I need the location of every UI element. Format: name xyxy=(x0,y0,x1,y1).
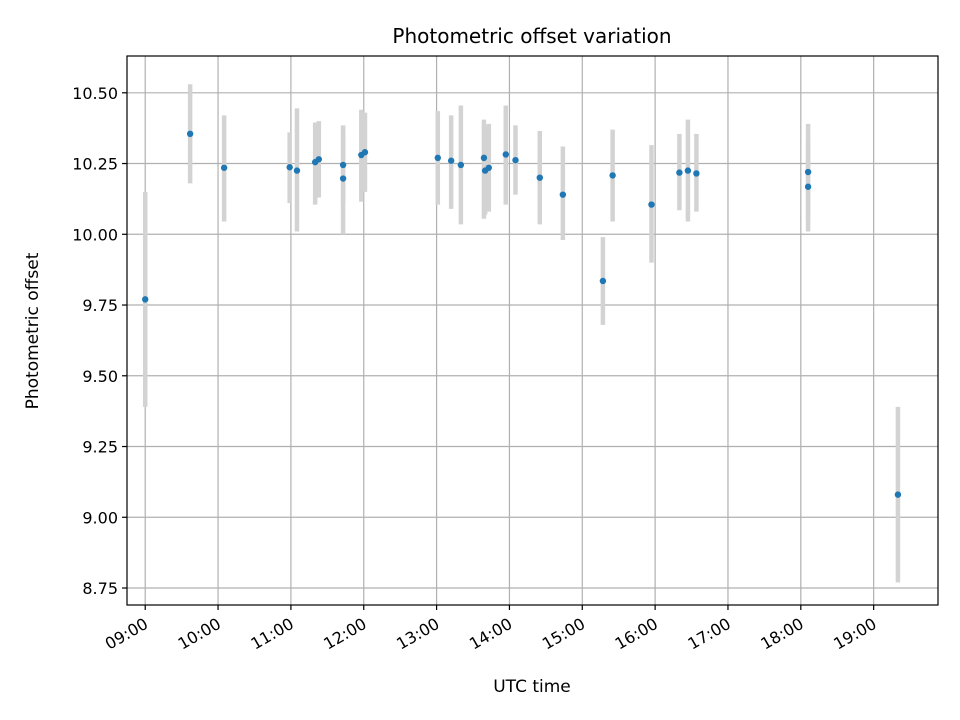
data-point xyxy=(693,170,700,177)
y-tick-label: 10.50 xyxy=(72,84,118,103)
data-point xyxy=(434,154,442,162)
data-point xyxy=(186,130,194,138)
data-point xyxy=(485,164,492,171)
data-point xyxy=(536,174,543,181)
data-point xyxy=(804,183,812,190)
y-tick-label: 9.00 xyxy=(82,508,118,527)
data-point xyxy=(293,167,301,174)
data-point xyxy=(676,169,683,176)
data-point xyxy=(457,161,465,169)
data-point xyxy=(480,154,488,162)
plot-frame xyxy=(126,55,939,606)
y-tick-label: 9.25 xyxy=(82,438,118,457)
data-point xyxy=(361,149,369,156)
data-point xyxy=(447,157,455,164)
y-tick-label: 10.25 xyxy=(72,155,118,174)
data-point xyxy=(609,172,616,179)
data-points xyxy=(142,130,902,498)
data-point xyxy=(339,161,347,169)
data-point xyxy=(512,156,519,164)
data-point xyxy=(286,164,293,171)
y-tick-label: 9.50 xyxy=(82,367,118,386)
data-point xyxy=(502,151,509,158)
data-point xyxy=(142,296,149,303)
y-axis-title: Photometric offset xyxy=(23,252,43,409)
data-point xyxy=(684,167,692,174)
y-tick-label: 10.00 xyxy=(72,225,118,244)
data-point xyxy=(339,175,347,182)
data-point xyxy=(220,164,228,171)
y-tick-label: 9.75 xyxy=(82,296,118,315)
data-point xyxy=(894,491,902,498)
x-axis-title: UTC time xyxy=(493,677,571,697)
y-axis-ticks: 8.75 9.00 9.25 9.50 9.75 10.00 10.25 10.50 xyxy=(72,84,127,598)
chart-title: Photometric offset variation xyxy=(392,24,671,48)
y-tick-label: 8.75 xyxy=(82,579,118,598)
data-point xyxy=(599,277,607,285)
data-point xyxy=(648,201,655,208)
data-point xyxy=(559,191,567,198)
data-point xyxy=(315,156,323,163)
data-point xyxy=(804,168,812,176)
